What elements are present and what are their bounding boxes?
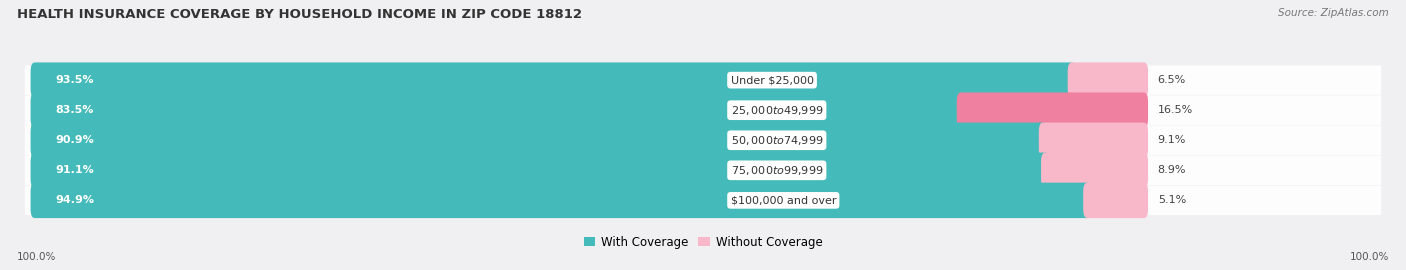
Text: $25,000 to $49,999: $25,000 to $49,999	[731, 104, 823, 117]
Text: 93.5%: 93.5%	[55, 75, 94, 85]
Text: 94.9%: 94.9%	[55, 195, 94, 205]
Text: 8.9%: 8.9%	[1157, 165, 1187, 175]
Text: 100.0%: 100.0%	[17, 252, 56, 262]
Text: 16.5%: 16.5%	[1157, 105, 1192, 115]
FancyBboxPatch shape	[1083, 183, 1149, 218]
Text: 9.1%: 9.1%	[1157, 135, 1187, 145]
FancyBboxPatch shape	[31, 153, 1049, 188]
Text: 90.9%: 90.9%	[55, 135, 94, 145]
FancyBboxPatch shape	[31, 62, 1076, 98]
Text: HEALTH INSURANCE COVERAGE BY HOUSEHOLD INCOME IN ZIP CODE 18812: HEALTH INSURANCE COVERAGE BY HOUSEHOLD I…	[17, 8, 582, 21]
FancyBboxPatch shape	[1039, 123, 1149, 158]
FancyBboxPatch shape	[31, 123, 1047, 158]
Text: 100.0%: 100.0%	[1350, 252, 1389, 262]
FancyBboxPatch shape	[25, 65, 1381, 95]
Text: $50,000 to $74,999: $50,000 to $74,999	[731, 134, 823, 147]
Text: 83.5%: 83.5%	[55, 105, 94, 115]
FancyBboxPatch shape	[25, 156, 1381, 185]
Legend: With Coverage, Without Coverage: With Coverage, Without Coverage	[579, 231, 827, 254]
Text: $100,000 and over: $100,000 and over	[731, 195, 837, 205]
FancyBboxPatch shape	[31, 93, 965, 128]
Text: Source: ZipAtlas.com: Source: ZipAtlas.com	[1278, 8, 1389, 18]
Text: 6.5%: 6.5%	[1157, 75, 1185, 85]
FancyBboxPatch shape	[956, 93, 1149, 128]
Text: $75,000 to $99,999: $75,000 to $99,999	[731, 164, 823, 177]
Text: 91.1%: 91.1%	[55, 165, 94, 175]
FancyBboxPatch shape	[25, 126, 1381, 155]
FancyBboxPatch shape	[1040, 153, 1149, 188]
FancyBboxPatch shape	[25, 186, 1381, 215]
Text: Under $25,000: Under $25,000	[731, 75, 814, 85]
FancyBboxPatch shape	[1067, 62, 1149, 98]
FancyBboxPatch shape	[25, 96, 1381, 125]
FancyBboxPatch shape	[31, 183, 1091, 218]
Text: 5.1%: 5.1%	[1157, 195, 1185, 205]
